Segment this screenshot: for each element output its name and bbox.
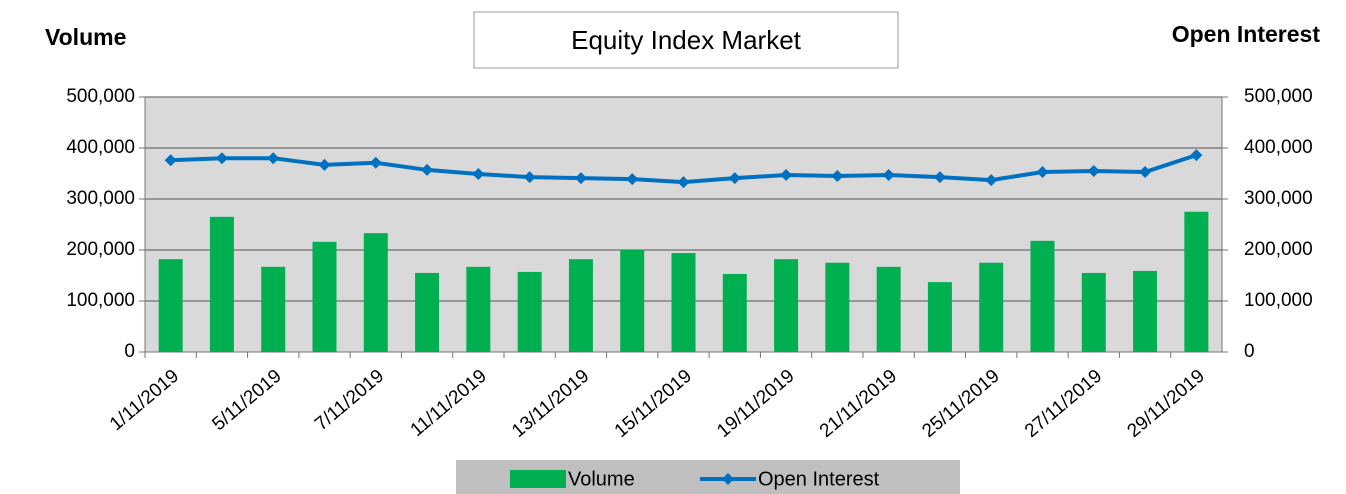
marker [985, 174, 998, 187]
x-tick-label: 19/11/2019 [713, 366, 798, 442]
bar [876, 266, 901, 352]
marker [164, 154, 177, 167]
legend-swatch [722, 473, 734, 485]
bar [415, 272, 440, 352]
bar [1030, 240, 1055, 352]
bar [517, 271, 542, 352]
bar [722, 273, 747, 352]
x-tick-label: 15/11/2019 [611, 366, 696, 442]
marker [421, 163, 434, 176]
bar [979, 262, 1004, 352]
bar [466, 266, 491, 352]
bar [312, 241, 337, 352]
y2-tick-label: 400,000 [1244, 137, 1313, 158]
x-tick-label: 13/11/2019 [508, 366, 593, 442]
marker [318, 158, 331, 171]
marker [626, 173, 639, 186]
y-tick-label: 300,000 [66, 188, 135, 209]
x-tick-label: 1/11/2019 [106, 366, 183, 436]
marker [1190, 149, 1203, 162]
bar [363, 233, 388, 352]
marker [728, 172, 741, 185]
marker [523, 171, 536, 184]
x-tick-label: 27/11/2019 [1021, 366, 1106, 442]
marker [472, 168, 485, 181]
bar [209, 216, 234, 352]
marker [882, 169, 895, 182]
chart-title: Equity Index Market [571, 25, 802, 55]
marker [267, 152, 280, 165]
x-tick-label: 25/11/2019 [918, 366, 1003, 442]
x-tick-label: 5/11/2019 [208, 366, 285, 436]
marker [574, 172, 587, 185]
x-tick-label: 29/11/2019 [1124, 366, 1209, 442]
bar [1133, 270, 1158, 352]
y-tick-label: 500,000 [66, 86, 135, 107]
y2-axis-label: Open Interest [1172, 21, 1321, 47]
bar [671, 253, 696, 352]
bar [927, 282, 952, 352]
y-tick-label: 400,000 [66, 137, 135, 158]
x-tick-label: 7/11/2019 [311, 366, 388, 436]
bar [620, 250, 645, 352]
y2-tick-label: 100,000 [1244, 290, 1313, 311]
legend-label: Volume [568, 468, 635, 490]
y-tick-label: 200,000 [66, 239, 135, 260]
y-axis-label: Volume [45, 24, 126, 50]
marker [677, 176, 690, 189]
marker [369, 156, 382, 169]
bar [158, 259, 183, 352]
legend-swatch [510, 470, 566, 488]
y2-tick-label: 200,000 [1244, 239, 1313, 260]
marker [933, 171, 946, 184]
bar [1184, 211, 1209, 352]
x-tick-label: 11/11/2019 [407, 366, 491, 441]
bar [825, 262, 850, 352]
bar [774, 259, 799, 352]
marker [1036, 165, 1049, 178]
x-tick-label: 21/11/2019 [816, 366, 901, 442]
marker [780, 169, 793, 182]
marker [215, 152, 228, 165]
legend-label: Open Interest [758, 468, 880, 490]
bar [568, 259, 593, 352]
y2-tick-label: 0 [1244, 341, 1255, 362]
bar [261, 266, 286, 352]
y-tick-label: 0 [124, 341, 135, 362]
marker [1087, 164, 1100, 177]
y-tick-label: 100,000 [66, 290, 135, 311]
y2-tick-label: 300,000 [1244, 188, 1313, 209]
marker [1139, 165, 1152, 178]
y2-tick-label: 500,000 [1244, 86, 1313, 107]
bar [1081, 272, 1106, 352]
title-box [473, 11, 899, 69]
marker [831, 170, 844, 183]
